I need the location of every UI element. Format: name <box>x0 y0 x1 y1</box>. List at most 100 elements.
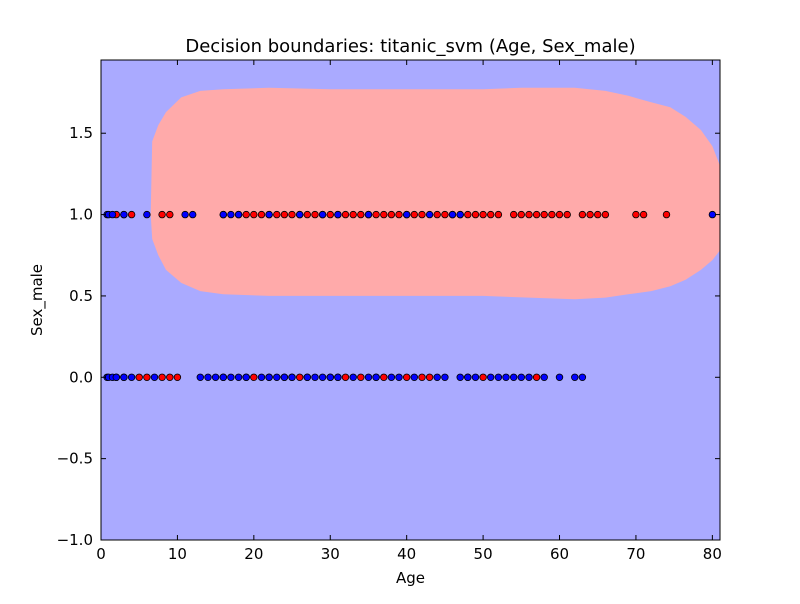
red-class-point <box>410 210 418 219</box>
red-class-point <box>173 373 182 381</box>
x-axis-label: Age <box>396 569 425 587</box>
y-tick-label: 0.5 <box>69 287 93 305</box>
blue-class-point <box>234 373 243 381</box>
chart-title: Decision boundaries: titanic_svm (Age, S… <box>185 36 635 57</box>
red-class-point <box>143 373 151 381</box>
red-class-point <box>288 210 296 219</box>
blue-class-point <box>196 373 204 381</box>
blue-class-point <box>318 373 327 381</box>
blue-class-point <box>571 373 579 381</box>
blue-class-point <box>708 210 717 219</box>
red-class-point <box>296 373 304 381</box>
x-tick-label: 10 <box>168 545 187 563</box>
blue-class-point <box>403 210 411 219</box>
red-class-point <box>273 210 281 219</box>
blue-class-point <box>188 210 197 219</box>
x-tick-label: 80 <box>703 545 722 563</box>
blue-class-point <box>349 373 357 381</box>
red-class-point <box>242 210 250 219</box>
blue-class-point <box>502 373 510 381</box>
red-class-point <box>387 210 396 219</box>
red-class-point <box>311 210 319 219</box>
x-axis-ticks: 0 10 20 30 40 50 60 70 80 <box>96 60 722 563</box>
x-tick-label: 60 <box>550 545 569 563</box>
red-class-point <box>166 373 174 381</box>
blue-class-point <box>257 373 266 381</box>
red-class-point <box>357 373 365 381</box>
red-class-point <box>433 210 441 219</box>
blue-class-point <box>265 210 273 219</box>
blue-class-point <box>456 210 464 219</box>
blue-class-point <box>303 373 311 381</box>
red-class-point <box>418 210 426 219</box>
red-class-point <box>166 210 174 219</box>
blue-class-point <box>448 210 457 219</box>
blue-class-point <box>242 373 250 381</box>
blue-class-point <box>120 373 128 381</box>
blue-class-point <box>517 373 525 381</box>
blue-class-point <box>525 373 533 381</box>
positive-class-region <box>150 87 720 300</box>
red-class-point <box>418 373 426 381</box>
blue-class-point <box>334 373 342 381</box>
blue-class-point <box>395 373 403 381</box>
blue-class-point <box>227 373 235 381</box>
blue-class-point <box>471 373 480 381</box>
red-class-point <box>532 373 541 381</box>
blue-class-point <box>540 373 548 381</box>
x-tick-label: 40 <box>397 545 416 563</box>
blue-class-point <box>318 210 327 219</box>
x-tick-label: 30 <box>321 545 340 563</box>
blue-class-point <box>127 373 136 381</box>
red-class-point <box>494 210 503 219</box>
red-class-point <box>517 210 525 219</box>
red-class-point <box>563 210 571 219</box>
decision-regions <box>101 60 720 540</box>
red-class-point <box>594 210 602 219</box>
red-class-point <box>341 210 350 219</box>
red-class-point <box>357 210 365 219</box>
red-class-point <box>127 210 136 219</box>
blue-class-point <box>112 373 120 381</box>
red-class-point <box>326 210 334 219</box>
red-class-point <box>158 373 166 381</box>
red-class-point <box>257 210 266 219</box>
red-class-point <box>555 210 564 219</box>
red-class-point <box>548 210 556 219</box>
blue-class-point <box>234 210 243 219</box>
blue-class-point <box>364 210 373 219</box>
x-tick-label: 20 <box>244 545 263 563</box>
blue-class-point <box>372 373 380 381</box>
blue-class-point <box>296 210 304 219</box>
blue-class-point <box>510 373 518 381</box>
blue-class-point <box>433 373 441 381</box>
blue-class-point <box>410 373 418 381</box>
red-class-point <box>510 210 518 219</box>
red-class-point <box>532 210 541 219</box>
blue-class-point <box>280 373 289 381</box>
blue-class-point <box>578 373 587 381</box>
blue-class-point <box>273 373 281 381</box>
red-class-point <box>425 373 434 381</box>
y-tick-label: 0.0 <box>69 368 93 386</box>
scatter-points <box>103 210 717 381</box>
y-axis-ticks: −1.0 −0.5 0.0 0.5 1.0 1.5 <box>57 124 720 549</box>
red-class-point <box>601 210 610 219</box>
red-class-point <box>250 373 258 381</box>
x-tick-label: 50 <box>474 545 493 563</box>
red-class-point <box>662 210 671 219</box>
red-class-point <box>372 210 380 219</box>
blue-class-point <box>464 373 472 381</box>
red-class-point <box>586 210 594 219</box>
blue-class-point <box>143 210 151 219</box>
red-class-point <box>403 373 411 381</box>
red-class-point <box>479 373 487 381</box>
red-class-point <box>632 210 640 219</box>
red-class-point <box>441 210 449 219</box>
red-class-point <box>479 210 487 219</box>
red-class-point <box>280 210 289 219</box>
red-class-point <box>464 210 472 219</box>
red-class-point <box>158 210 166 219</box>
